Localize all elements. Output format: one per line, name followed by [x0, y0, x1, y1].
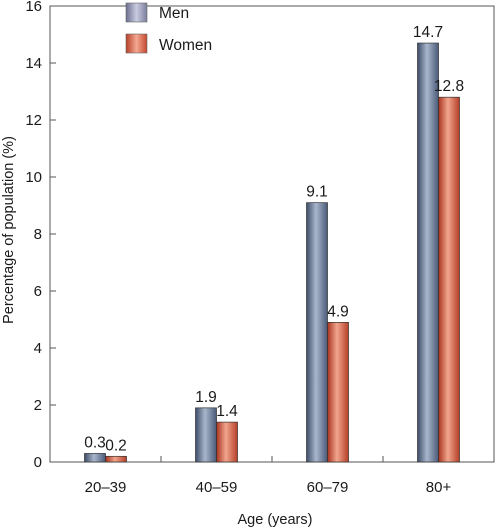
y-tick-label: 12: [25, 112, 42, 129]
y-tick-label: 4: [34, 340, 42, 357]
y-tick-label: 2: [34, 397, 42, 414]
x-tick-label: 20–39: [85, 479, 127, 496]
data-labels: 0.3 0.2 1.91.4 9.1 4.9 14.7 12.8: [84, 24, 464, 454]
x-tick-label: 80+: [426, 479, 452, 496]
data-label-women: 0.2: [105, 437, 127, 454]
bars: [84, 42, 460, 463]
x-axis-title: Age (years): [238, 512, 313, 528]
legend-swatch-women: [125, 33, 148, 54]
bar-men: [84, 453, 106, 463]
bar-men: [417, 42, 439, 463]
legend-swatch-men: [125, 2, 148, 23]
data-label-women: 1.4: [216, 403, 238, 420]
legend-label-women: Women: [159, 37, 212, 54]
data-label-men: 1.9: [195, 389, 217, 406]
x-axis: 20–39 40–59 60–79 80+: [85, 456, 452, 496]
y-tick-label: 16: [25, 0, 42, 15]
y-tick-label: 6: [34, 283, 42, 300]
y-tick-label: 10: [25, 169, 42, 186]
bar-women: [327, 322, 349, 463]
y-axis: 0 2 4 6 8 10 12 14 16: [25, 0, 56, 471]
legend-label-men: Men: [159, 5, 189, 22]
data-label-men: 14.7: [413, 24, 443, 41]
y-tick-label: 14: [25, 55, 42, 72]
bar-men: [306, 202, 328, 463]
data-label-men: 9.1: [306, 184, 328, 201]
bar-women: [105, 455, 127, 463]
legend: Men Women: [125, 2, 212, 54]
bar-men: [195, 407, 217, 463]
x-tick-label: 60–79: [307, 479, 349, 496]
y-tick-label: 8: [34, 226, 42, 243]
y-axis-title: Percentage of population (%): [1, 136, 17, 324]
data-label-men: 0.3: [84, 434, 106, 451]
bar-women: [438, 96, 460, 463]
y-tick-label: 0: [34, 454, 42, 471]
data-label-women: 12.8: [434, 78, 464, 95]
x-tick-label: 40–59: [196, 479, 238, 496]
bar-women: [216, 421, 238, 463]
data-label-women: 4.9: [327, 303, 349, 320]
